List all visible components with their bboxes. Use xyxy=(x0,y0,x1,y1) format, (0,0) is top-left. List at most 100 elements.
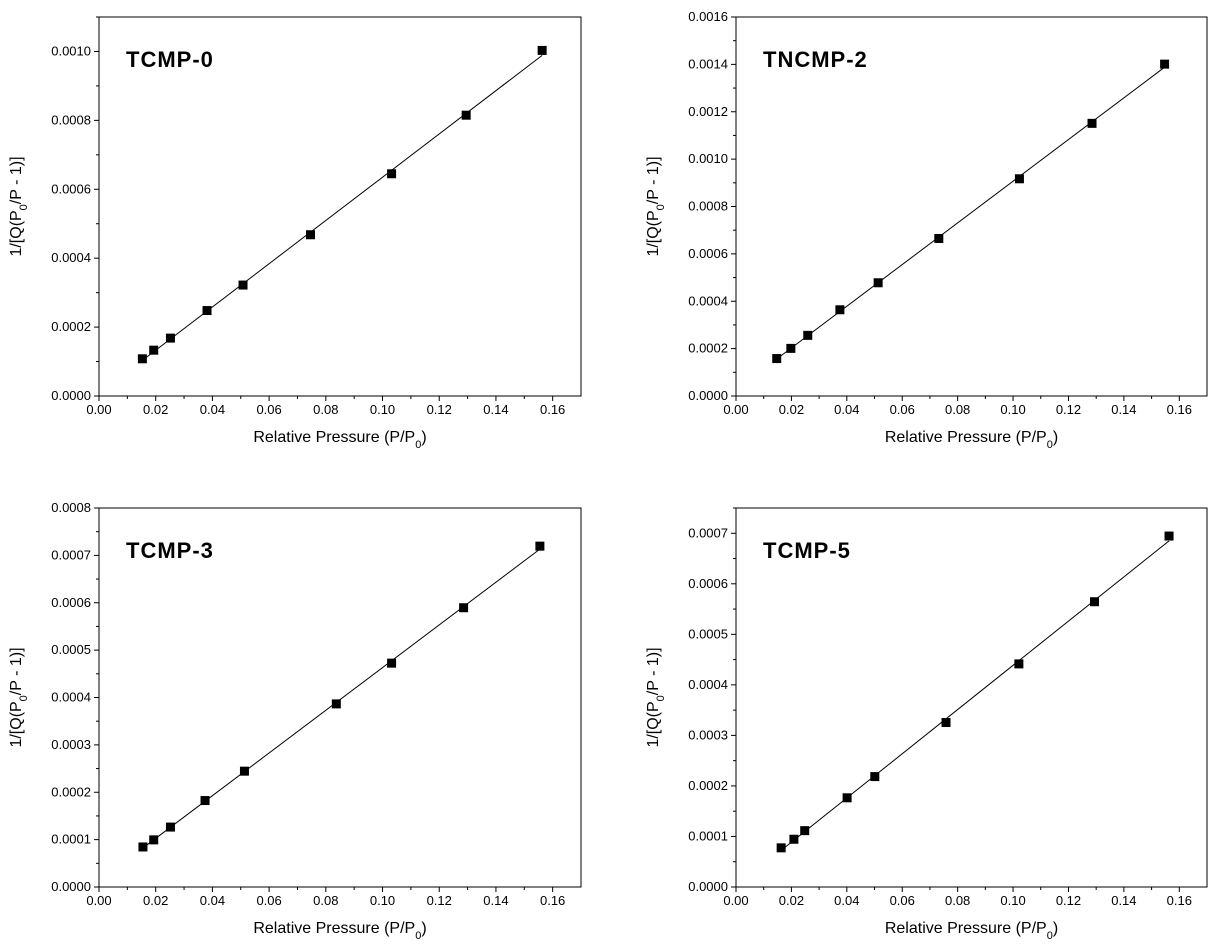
y-tick-label: 0.0008 xyxy=(688,199,728,214)
x-tick-label: 0.16 xyxy=(1167,402,1192,417)
x-tick-label: 0.16 xyxy=(540,893,565,908)
data-point xyxy=(1164,531,1174,541)
chart-panel-3: 0.00 0.02 0.04 0.06 0.08 0.10 0.12 0.14 0.16 0.00… xyxy=(8,500,582,942)
x-tick-label: 0.06 xyxy=(256,402,281,417)
y-tick-label: 0.0006 xyxy=(688,246,728,261)
x-tick-label: 0.04 xyxy=(200,402,225,417)
y-tick-label: 0.0014 xyxy=(688,56,728,71)
y-tick-label: 0.0002 xyxy=(51,784,91,799)
y-tick-label: 0.0002 xyxy=(688,778,728,793)
y-tick-label: 0.0010 xyxy=(51,43,91,58)
x-tick-label: 0.02 xyxy=(779,402,804,417)
panel-title: TNCMP-2 xyxy=(763,47,868,72)
data-point xyxy=(537,45,547,55)
y-tick-label: 0.0000 xyxy=(688,388,728,403)
x-tick-label: 0.06 xyxy=(890,893,915,908)
x-tick-label: 0.12 xyxy=(1056,893,1081,908)
y-tick-label: 0.0000 xyxy=(51,879,91,894)
x-tick-label: 0.14 xyxy=(1111,893,1136,908)
x-tick-label: 0.16 xyxy=(1167,893,1192,908)
y-tick-label: 0.0002 xyxy=(688,341,728,356)
plot-frame xyxy=(735,507,1208,888)
data-point xyxy=(165,333,175,343)
x-tick-label: 0.08 xyxy=(945,893,970,908)
y-axis-label: 1/[Q(P0/P - 1)] xyxy=(8,156,30,256)
x-axis-label: Relative Pressure (P/P0) xyxy=(253,920,426,942)
y-tick-label: 0.0005 xyxy=(51,642,91,657)
x-tick-label: 0.12 xyxy=(427,402,452,417)
x-tick-label: 0.02 xyxy=(779,893,804,908)
data-point xyxy=(1090,597,1100,607)
x-tick-label: 0.10 xyxy=(370,893,395,908)
x-tick-label: 0.04 xyxy=(834,893,859,908)
data-point xyxy=(1160,59,1170,69)
data-point xyxy=(137,354,147,364)
x-tick-label: 0.14 xyxy=(483,893,508,908)
x-axis-label: Relative Pressure (P/P0) xyxy=(253,429,426,451)
chart-panel-1: 0.00 0.02 0.04 0.06 0.08 0.10 0.12 0.14 0.16 0.00… xyxy=(8,16,582,451)
data-point xyxy=(776,843,786,853)
y-tick-label: 0.0001 xyxy=(688,828,728,843)
data-point xyxy=(239,766,249,776)
x-tick-label: 0.00 xyxy=(86,893,111,908)
data-point xyxy=(200,796,210,806)
chart-panel-4: 0.00 0.02 0.04 0.06 0.08 0.10 0.12 0.14 0.16 0.00… xyxy=(645,507,1208,942)
data-point xyxy=(800,826,810,836)
panel-title: TCMP-0 xyxy=(126,47,214,72)
x-tick-label: 0.12 xyxy=(1056,402,1081,417)
y-tick-label: 0.0004 xyxy=(51,690,91,705)
panel-title: TCMP-3 xyxy=(126,538,214,563)
y-tick-label: 0.0007 xyxy=(51,547,91,562)
data-point xyxy=(803,330,813,340)
data-point xyxy=(387,658,397,668)
x-tick-label: 0.06 xyxy=(256,893,281,908)
x-tick-label: 0.00 xyxy=(86,402,111,417)
x-tick-label: 0.00 xyxy=(723,893,748,908)
chart-panel-2: 0.00 0.02 0.04 0.06 0.08 0.10 0.12 0.14 0.16 0.00… xyxy=(645,9,1208,451)
data-point xyxy=(789,834,799,844)
y-tick-label: 0.0000 xyxy=(51,388,91,403)
x-tick-label: 0.04 xyxy=(200,893,225,908)
y-tick-label: 0.0004 xyxy=(51,250,91,265)
data-point xyxy=(1014,174,1024,184)
x-axis-label: Relative Pressure (P/P0) xyxy=(885,429,1058,451)
x-tick-label: 0.06 xyxy=(890,402,915,417)
y-tick-label: 0.0003 xyxy=(51,737,91,752)
x-tick-label: 0.10 xyxy=(1000,893,1025,908)
plot-frame xyxy=(98,16,582,397)
y-tick-label: 0.0003 xyxy=(688,727,728,742)
x-axis-label: Relative Pressure (P/P0) xyxy=(885,920,1058,942)
y-tick-label: 0.0006 xyxy=(51,595,91,610)
x-tick-label: 0.08 xyxy=(313,402,338,417)
data-point xyxy=(306,230,316,240)
x-tick-label: 0.02 xyxy=(143,893,168,908)
data-point xyxy=(149,345,159,355)
data-point xyxy=(941,718,951,728)
y-tick-label: 0.0004 xyxy=(688,293,728,308)
x-tick-label: 0.14 xyxy=(1111,402,1136,417)
fit-line xyxy=(776,66,1165,360)
data-point xyxy=(873,278,883,288)
y-axis-label: 1/[Q(P0/P - 1)] xyxy=(645,647,667,747)
x-tick-label: 0.00 xyxy=(723,402,748,417)
y-tick-label: 0.0005 xyxy=(688,626,728,641)
data-point xyxy=(387,169,397,179)
y-axis-label: 1/[Q(P0/P - 1)] xyxy=(8,647,30,747)
y-tick-label: 0.0006 xyxy=(51,181,91,196)
y-tick-label: 0.0016 xyxy=(688,9,728,24)
panel-title: TCMP-5 xyxy=(763,538,851,563)
data-point xyxy=(934,233,944,243)
data-point xyxy=(459,603,469,613)
y-tick-label: 0.0004 xyxy=(688,677,728,692)
y-tick-label: 0.0008 xyxy=(51,500,91,515)
data-point xyxy=(138,842,148,852)
data-point xyxy=(835,305,845,315)
data-point xyxy=(202,306,212,316)
data-point xyxy=(238,280,248,290)
data-point xyxy=(165,822,175,832)
y-tick-label: 0.0006 xyxy=(688,576,728,591)
data-point xyxy=(461,110,471,120)
y-tick-label: 0.0000 xyxy=(688,879,728,894)
y-tick-label: 0.0008 xyxy=(51,112,91,127)
